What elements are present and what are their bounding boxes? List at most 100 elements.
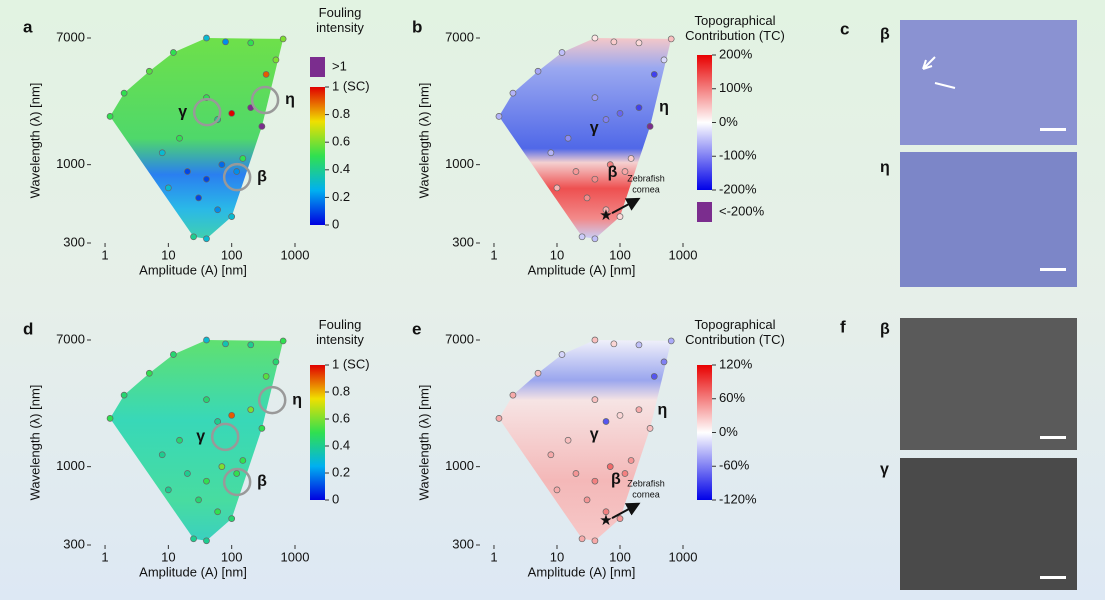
field — [498, 340, 672, 541]
data-point — [203, 175, 210, 183]
colorbar-tick-label: 0% — [719, 424, 738, 439]
data-point — [184, 470, 191, 477]
data-point — [591, 175, 599, 183]
panel-label: b — [412, 17, 422, 36]
colorbar-tick-label: 1 (SC) — [332, 356, 370, 371]
annotation-label: γ — [590, 119, 599, 136]
data-point — [621, 470, 629, 477]
data-point — [591, 396, 599, 403]
data-point — [572, 470, 580, 477]
colorbar-title: Topographical Contribution (TC) — [685, 13, 785, 43]
data-point — [534, 67, 542, 75]
x-tick-label: 1 — [490, 247, 497, 262]
annotation-label: γ — [178, 103, 187, 120]
data-point — [583, 194, 591, 202]
micrograph — [900, 458, 1077, 590]
data-point — [120, 89, 128, 97]
data-point — [247, 341, 255, 349]
data-point — [165, 184, 172, 192]
colorbar — [697, 365, 712, 500]
scale-bar — [1040, 436, 1066, 439]
colorbar-title: Fouling intensity — [316, 317, 364, 347]
field — [110, 38, 284, 239]
data-point — [660, 56, 668, 64]
y-tick-label: 7000 — [445, 29, 474, 44]
y-tick-label: 1000 — [445, 458, 474, 473]
data-point — [272, 56, 280, 64]
data-point — [635, 104, 643, 112]
data-point — [534, 369, 542, 377]
y-axis-label: Wavelength (λ) [nm] — [27, 83, 42, 199]
y-tick-label: 7000 — [56, 331, 85, 346]
data-point — [495, 415, 503, 422]
data-point — [203, 34, 210, 42]
x-tick-label: 100 — [221, 549, 243, 564]
annotation-label: β — [608, 164, 618, 181]
colorbar-tick-label: 120% — [719, 356, 753, 371]
y-tick-label: 7000 — [445, 331, 474, 346]
x-tick-label: 1000 — [281, 247, 310, 262]
data-point — [203, 396, 210, 403]
data-point — [558, 49, 566, 56]
colorbar-tick-label: -100% — [719, 148, 757, 163]
data-point — [170, 351, 177, 358]
data-point — [650, 373, 658, 380]
data-point — [145, 369, 153, 377]
annotation-circle — [222, 162, 252, 192]
data-point — [616, 213, 624, 220]
x-tick-label: 10 — [550, 247, 564, 262]
colorbar-tick-label: 0.2 — [332, 189, 350, 204]
y-axis-label: Wavelength (λ) [nm] — [416, 83, 431, 199]
data-point — [602, 116, 610, 123]
image-label: η — [880, 159, 890, 176]
data-point — [218, 161, 226, 168]
colorbar-tick-label: 100% — [719, 80, 753, 95]
data-point — [646, 123, 654, 130]
y-tick-label: 300 — [452, 536, 474, 551]
data-point — [214, 508, 221, 516]
data-point — [258, 425, 266, 432]
data-point — [509, 89, 517, 97]
annotation-label: η — [657, 401, 667, 418]
data-point — [214, 418, 221, 425]
data-point — [610, 340, 618, 348]
data-point — [635, 39, 643, 47]
annotation-circle — [257, 385, 287, 415]
colorbar-tick-label: -200% — [719, 181, 757, 196]
y-tick-label: 300 — [63, 536, 85, 551]
annotation-circle — [250, 85, 280, 115]
data-point — [247, 39, 255, 47]
annotation-label: η — [292, 391, 302, 408]
image-label: β — [880, 26, 890, 43]
data-point — [195, 194, 202, 202]
colorbar-tick-label: 0 — [332, 216, 339, 231]
data-point — [165, 486, 172, 494]
y-tick-label: 300 — [452, 234, 474, 249]
annotation-label: β — [257, 473, 267, 490]
data-point — [572, 168, 580, 175]
data-point — [203, 336, 210, 344]
colorbar-tick-label: 1 (SC) — [332, 78, 370, 93]
arrow — [611, 197, 641, 215]
y-axis-label: Wavelength (λ) [nm] — [27, 385, 42, 501]
panel-label: c — [840, 19, 849, 38]
colorbar-tick-label: 0.4 — [332, 437, 350, 452]
x-tick-label: 1 — [101, 549, 108, 564]
data-point — [578, 233, 586, 241]
data-point — [495, 113, 503, 120]
marker-label: cornea — [632, 489, 660, 499]
data-point — [564, 134, 572, 142]
micrograph — [900, 318, 1077, 450]
x-tick-label: 10 — [161, 247, 175, 262]
data-point — [558, 351, 566, 358]
x-axis-label: Amplitude (A) [nm] — [139, 564, 247, 579]
data-point — [239, 457, 247, 464]
data-point — [203, 235, 210, 243]
data-point — [606, 463, 614, 470]
data-point — [610, 38, 618, 46]
colorbar-title: Topographical Contribution (TC) — [685, 317, 785, 347]
data-point — [228, 411, 236, 419]
x-axis-label: Amplitude (A) [nm] — [528, 564, 636, 579]
data-point — [591, 94, 599, 101]
